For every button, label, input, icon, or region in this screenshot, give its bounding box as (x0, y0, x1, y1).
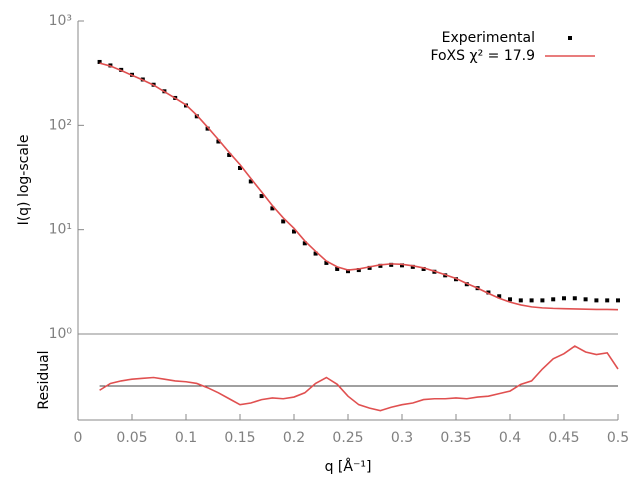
x-tick-label: 0.3 (391, 430, 413, 446)
y-axis-label: I(q) log-scale (16, 135, 32, 226)
y-tick-label: 10³ (49, 13, 72, 29)
x-tick-label: 0.2 (283, 430, 305, 446)
y-tick-label: 10⁰ (49, 326, 73, 342)
data-point (421, 266, 426, 271)
data-point (324, 260, 329, 265)
data-point (486, 290, 491, 295)
data-point (346, 269, 350, 274)
x-tick-label: 0.05 (116, 430, 147, 446)
residual-label: Residual (36, 350, 52, 409)
x-tick-label: 0.45 (548, 430, 579, 446)
data-point (205, 126, 210, 131)
data-point (335, 266, 340, 271)
y-tick-label: 10¹ (49, 222, 72, 238)
data-point (227, 152, 232, 157)
data-point (572, 296, 577, 301)
data-point (551, 297, 556, 302)
data-point (540, 298, 545, 303)
data-point (518, 298, 523, 303)
data-point (313, 251, 318, 256)
data-point (497, 294, 502, 299)
data-line (99, 345, 619, 412)
x-tick-label: 0.35 (440, 430, 471, 446)
data-point (302, 241, 307, 246)
data-point (389, 262, 394, 267)
data-point (367, 265, 372, 270)
x-axis-label: q [Å⁻¹] (325, 458, 372, 475)
data-point (378, 263, 383, 268)
x-tick-label: 0.4 (499, 430, 521, 446)
data-point (605, 298, 610, 303)
x-tick-label: 0.15 (224, 430, 255, 446)
legend-label: FoXS χ² = 17.9 (430, 48, 535, 64)
data-point (238, 165, 242, 170)
data-point (270, 206, 275, 211)
data-point (508, 297, 512, 302)
data-point (616, 298, 620, 303)
data-point (281, 219, 286, 224)
x-tick-label: 0.5 (607, 430, 629, 446)
data-point (529, 298, 534, 303)
data-point (594, 298, 599, 303)
legend-marker (568, 36, 572, 40)
data-point (292, 229, 296, 234)
data-point (562, 296, 566, 301)
data-point (583, 297, 588, 302)
legend-label: Experimental (442, 30, 535, 46)
data-point (259, 194, 264, 199)
x-tick-label: 0 (74, 430, 83, 446)
data-point (356, 268, 361, 273)
data-point (216, 139, 221, 144)
y-tick-label: 10² (49, 117, 72, 133)
x-tick-label: 0.25 (332, 430, 363, 446)
data-point (410, 264, 415, 269)
data-line (99, 62, 619, 311)
data-point (248, 179, 253, 184)
data-point (400, 263, 404, 268)
data-point (97, 59, 102, 64)
x-tick-label: 0.1 (175, 430, 197, 446)
